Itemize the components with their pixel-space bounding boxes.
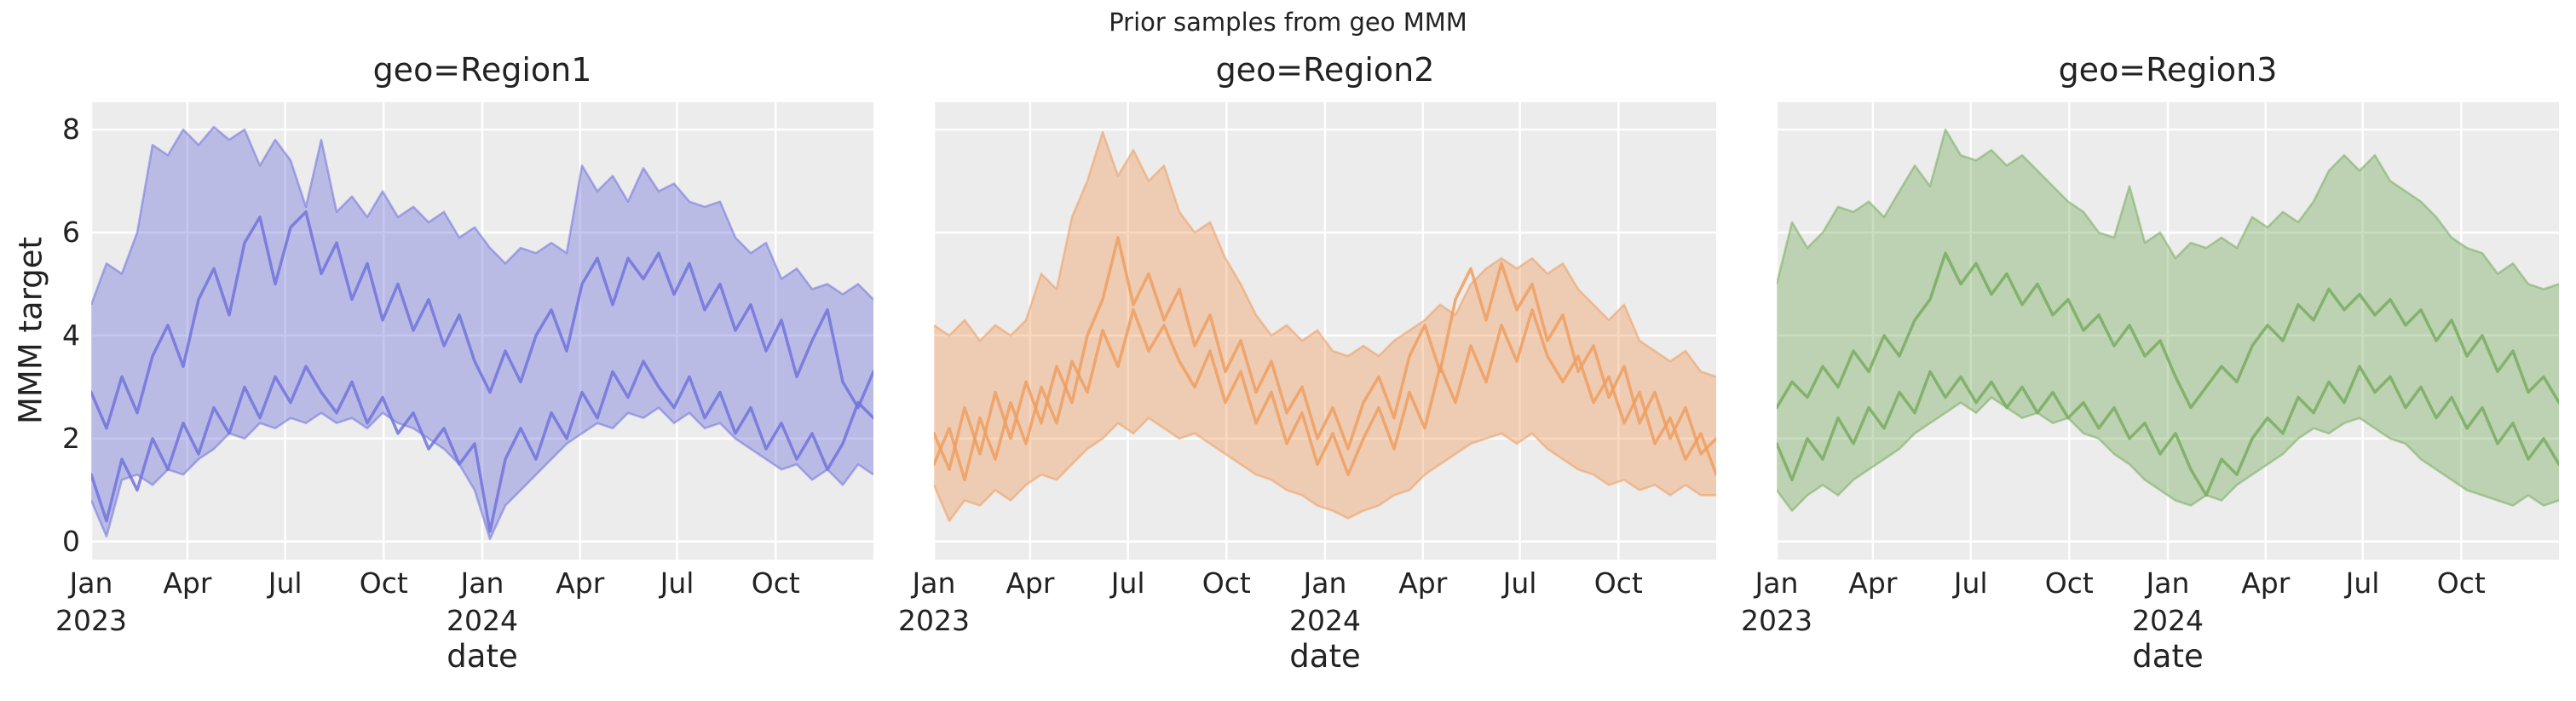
band-lower-edge: [1777, 396, 2559, 512]
region1-chart-svg: [91, 102, 873, 560]
x-tick-year: 2024: [447, 604, 518, 637]
x-tick-label: Apr: [1398, 566, 1447, 600]
x-tick-label: Oct: [1202, 566, 1251, 600]
prior-sample-line: [1777, 365, 2559, 497]
x-tick-label: Apr: [1006, 566, 1054, 600]
subplot-title-region1: geo=Region1: [372, 51, 592, 89]
subplot-title-region2: geo=Region2: [1215, 51, 1435, 89]
subplot-title-region3: geo=Region3: [2058, 51, 2278, 89]
x-tick-label: Apr: [556, 566, 604, 600]
band-upper-edge: [91, 125, 873, 306]
x-tick-label: Oct: [2045, 566, 2094, 600]
x-tick-label: Jan 2023: [55, 566, 127, 638]
x-tick-year: 2023: [898, 604, 970, 637]
x-tick-month: Oct: [751, 566, 800, 600]
x-tick-month: Apr: [1848, 566, 1898, 600]
x-tick-label: Jul: [1954, 566, 1988, 600]
x-tick-month: Oct: [359, 566, 408, 600]
x-tick-year: 2024: [1289, 604, 1361, 637]
x-tick-month: Jan: [1303, 566, 1347, 600]
x-tick-month: Jul: [2345, 566, 2380, 600]
x-tick-month: Apr: [556, 566, 605, 600]
y-tick-label: 6: [62, 215, 80, 249]
x-tick-label: Jul: [268, 566, 303, 600]
prior-hdi-band: [1777, 129, 2559, 511]
x-axis-label-region3: date: [2132, 638, 2204, 675]
x-tick-month: Jul: [660, 566, 694, 600]
x-tick-label: Oct: [2437, 566, 2486, 600]
x-tick-month: Apr: [1006, 566, 1055, 600]
x-tick-month: Jul: [1110, 566, 1145, 600]
x-tick-label: Jan 2023: [1741, 566, 1812, 638]
x-tick-year: 2023: [55, 604, 127, 637]
region2-chart-svg: [934, 102, 1716, 560]
x-tick-label: Jan 2024: [447, 566, 518, 638]
x-tick-label: Jan 2023: [898, 566, 970, 638]
x-tick-label: Jul: [1503, 566, 1537, 600]
plot-area-region3: [1777, 102, 2559, 560]
band-lower-edge: [934, 417, 1716, 522]
x-tick-month: Oct: [1202, 566, 1251, 600]
x-tick-label: Apr: [163, 566, 211, 600]
x-tick-label: Jan 2024: [1289, 566, 1361, 638]
plot-area-region1: [91, 102, 873, 560]
plot-area-region2: [934, 102, 1716, 560]
prior-hdi-band: [91, 127, 873, 539]
band-lower-edge: [91, 406, 873, 541]
y-tick-label: 8: [62, 112, 80, 147]
prior-sample-line: [91, 359, 873, 533]
prior-sample-line: [91, 210, 873, 430]
x-tick-month: Apr: [2241, 566, 2291, 600]
x-tick-label: Oct: [1594, 566, 1643, 600]
x-tick-month: Jan: [69, 566, 113, 600]
prior-sample-line: [934, 236, 1716, 471]
x-tick-month: Jan: [2146, 566, 2190, 600]
x-tick-month: Apr: [163, 566, 212, 600]
x-tick-month: Oct: [2436, 566, 2486, 600]
prior-sample-line: [934, 307, 1716, 482]
prior-hdi-band: [934, 132, 1716, 521]
region3-chart-svg: [1777, 102, 2559, 560]
x-tick-label: Apr: [1848, 566, 1897, 600]
figure-title: Prior samples from geo MMM: [1109, 8, 1467, 37]
x-axis-label-region1: date: [447, 638, 518, 675]
x-tick-label: Apr: [2241, 566, 2290, 600]
y-tick-label: 2: [62, 421, 80, 455]
x-axis-label-region2: date: [1289, 638, 1361, 675]
x-tick-year: 2024: [2132, 604, 2204, 637]
y-tick-label: 4: [62, 318, 80, 352]
x-tick-month: Jul: [1953, 566, 1988, 600]
x-tick-label: Jul: [2346, 566, 2380, 600]
x-tick-label: Jul: [660, 566, 694, 600]
x-tick-label: Jul: [1111, 566, 1145, 600]
x-tick-month: Oct: [2044, 566, 2094, 600]
x-tick-month: Oct: [1593, 566, 1643, 600]
x-tick-month: Jan: [460, 566, 504, 600]
x-tick-label: Oct: [752, 566, 800, 600]
x-tick-month: Jul: [268, 566, 303, 600]
x-tick-year: 2023: [1741, 604, 1812, 637]
x-tick-month: Jan: [912, 566, 956, 600]
prior-sample-line: [1777, 251, 2559, 410]
x-tick-month: Apr: [1398, 566, 1448, 600]
x-tick-label: Jan 2024: [2132, 566, 2204, 638]
band-upper-edge: [1777, 128, 2559, 290]
x-tick-label: Oct: [360, 566, 408, 600]
band-upper-edge: [934, 130, 1716, 378]
y-tick-label: 0: [62, 524, 80, 558]
x-tick-month: Jul: [1502, 566, 1537, 600]
x-tick-month: Jan: [1755, 566, 1799, 600]
